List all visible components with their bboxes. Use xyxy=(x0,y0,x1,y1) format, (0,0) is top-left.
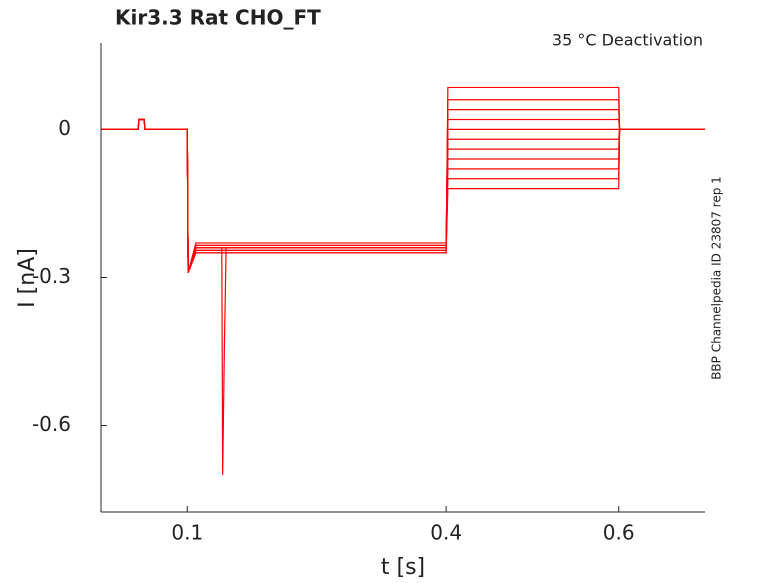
chart-title: Kir3.3 Rat CHO_FT xyxy=(115,6,321,30)
trace-line xyxy=(101,118,705,273)
trace-line xyxy=(101,118,705,273)
x-axis-label: t [s] xyxy=(381,555,425,580)
trace-line xyxy=(101,118,705,273)
y-tick-label: -0.3 xyxy=(32,264,71,288)
trace-line xyxy=(101,118,705,273)
trace-line xyxy=(101,118,705,273)
y-tick-label: -0.6 xyxy=(32,412,71,436)
x-tick-label: 0.1 xyxy=(171,521,203,545)
x-tick-label: 0.6 xyxy=(603,521,635,545)
x-tick-label: 0.4 xyxy=(430,521,462,545)
y-tick-label: 0 xyxy=(58,116,71,140)
trace-line xyxy=(101,99,705,273)
trace-line xyxy=(101,118,705,273)
trace-line xyxy=(101,86,705,475)
trace-line xyxy=(101,118,705,273)
side-note: BBP Channelpedia ID 23807 rep 1 xyxy=(710,176,724,380)
y-axis-label: I [nA] xyxy=(15,248,40,308)
trace-line xyxy=(101,118,705,273)
annotation: 35 °C Deactivation xyxy=(552,31,703,50)
